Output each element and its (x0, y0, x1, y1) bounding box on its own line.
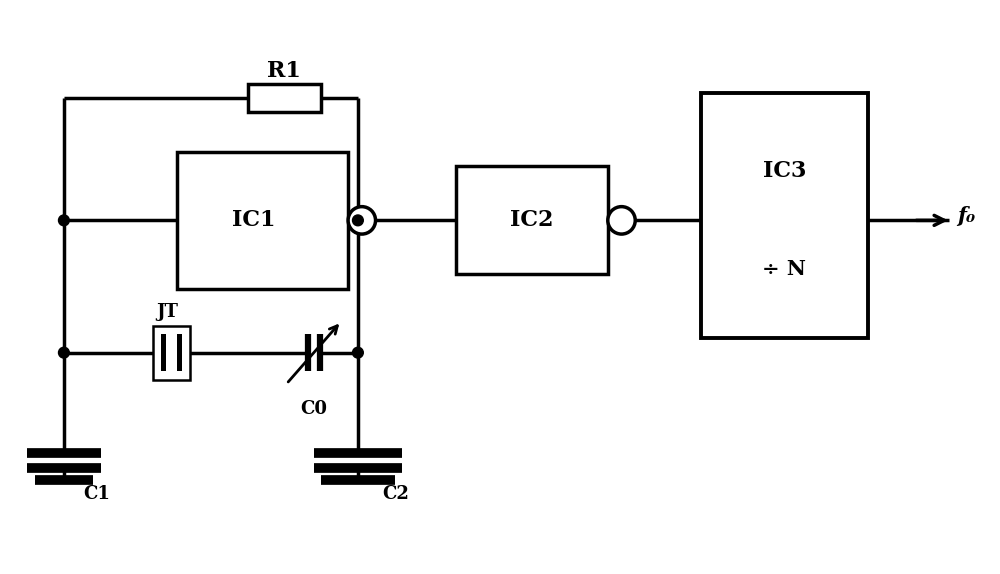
Text: ÷ N: ÷ N (762, 259, 806, 280)
Bar (161, 334, 166, 371)
Text: C0: C0 (300, 400, 327, 418)
Circle shape (608, 207, 635, 234)
Circle shape (348, 207, 376, 234)
Circle shape (59, 347, 69, 358)
Circle shape (353, 215, 363, 226)
Text: f₀: f₀ (958, 207, 976, 226)
Text: IC1: IC1 (232, 210, 276, 231)
Text: R1: R1 (267, 60, 301, 82)
Bar (456, 166, 608, 274)
Circle shape (59, 215, 69, 226)
Text: C2: C2 (382, 485, 409, 503)
Bar (177, 334, 182, 371)
Bar (177, 152, 348, 289)
Text: JT: JT (156, 303, 178, 321)
Text: IC3: IC3 (763, 160, 806, 183)
Text: C1: C1 (84, 485, 110, 503)
Bar (248, 84, 321, 111)
Bar (153, 325, 190, 379)
Bar (701, 93, 868, 338)
Circle shape (353, 347, 363, 358)
Text: IC2: IC2 (510, 210, 554, 231)
